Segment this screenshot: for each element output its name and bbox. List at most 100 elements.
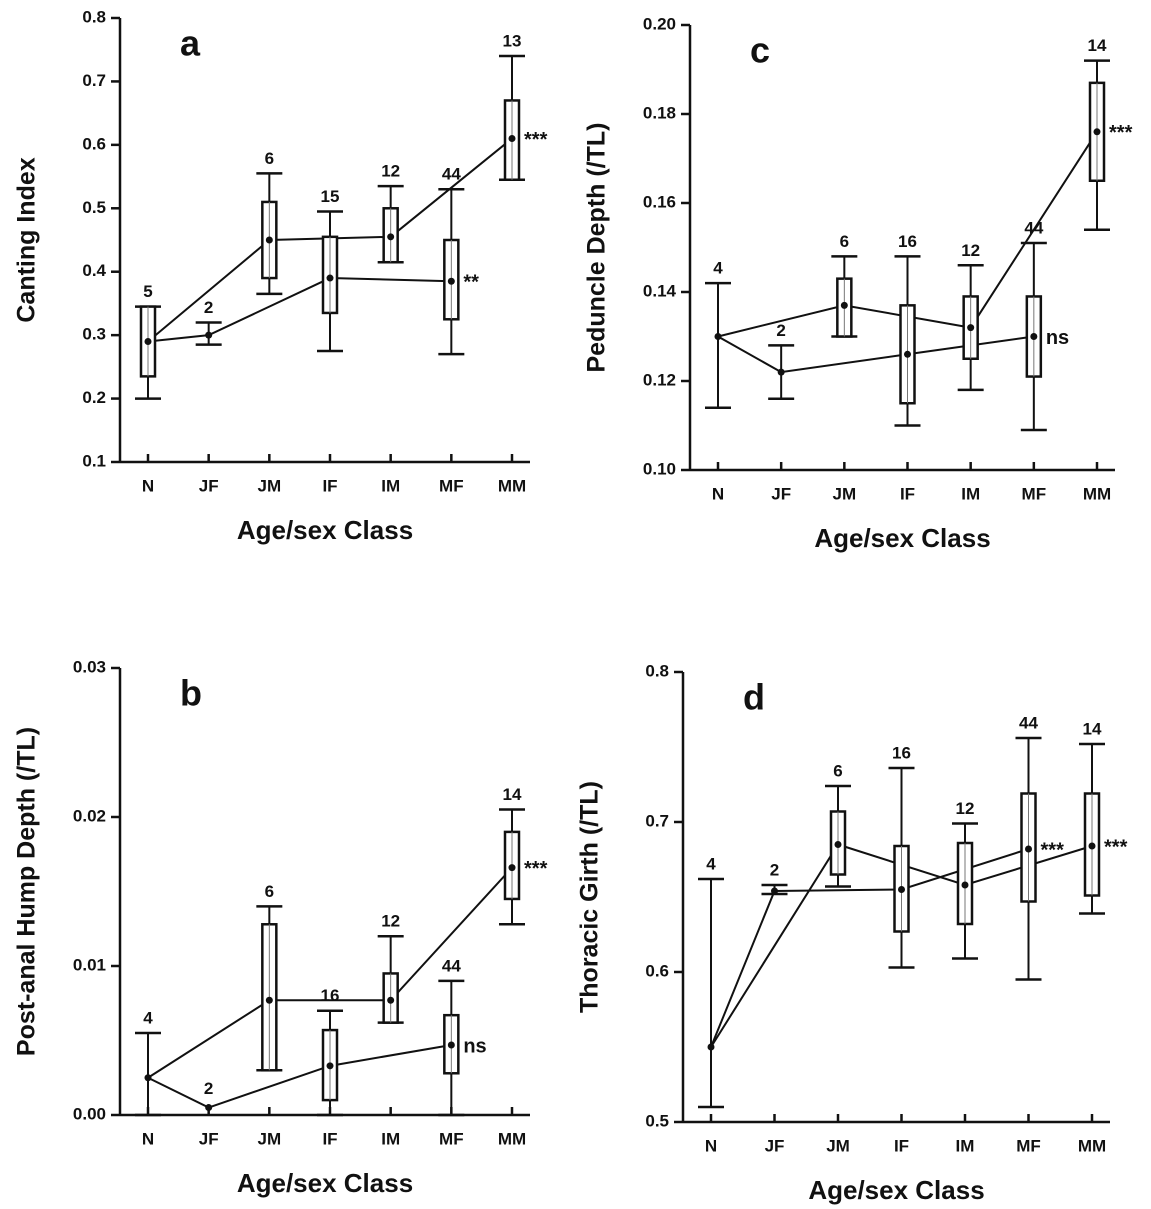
sample-size: 14 — [1088, 36, 1107, 55]
significance: *** — [524, 129, 548, 151]
x-axis-label: Age/sex Class — [814, 523, 990, 553]
y-tick-label: 0.4 — [82, 261, 106, 280]
y-axis-label: Thoracic Girth (/TL) — [576, 781, 604, 1013]
x-tick-label: MF — [439, 476, 464, 495]
panel: 0.1 0.2 0.3 0.4 0.5 0.6 0.7 0.8 a Canting Index Ag… — [13, 7, 548, 544]
mean — [834, 841, 842, 848]
x-tick-label: MM — [1083, 484, 1111, 503]
mean-line — [147, 866, 513, 1079]
mean — [777, 368, 785, 376]
mean — [707, 1043, 715, 1051]
mean — [265, 236, 273, 244]
x-tick-label: IM — [956, 1136, 975, 1155]
y-tick-label: 0.01 — [73, 955, 106, 974]
sample-size: 4 — [706, 854, 716, 873]
x-tick-label: IM — [381, 476, 400, 495]
x-tick-label: MF — [1022, 484, 1047, 503]
mean — [1088, 842, 1096, 850]
sample-size: 12 — [381, 162, 400, 181]
sample-size: 44 — [442, 165, 461, 184]
y-tick-label: 0.7 — [645, 811, 669, 830]
panel-letter: b — [180, 673, 202, 714]
sample-size: 4 — [143, 1009, 153, 1028]
y-tick-label: 0.2 — [82, 388, 106, 407]
y-tick-label: 0.1 — [82, 451, 106, 470]
sample-size: 14 — [1083, 719, 1102, 738]
sample-size: 6 — [265, 882, 274, 901]
sample-size: 2 — [204, 298, 213, 317]
y-axis-label: Peduncle Depth (/TL) — [583, 123, 611, 373]
y-tick-label: 0.5 — [645, 1111, 669, 1130]
mean — [1093, 128, 1101, 136]
mean — [508, 135, 516, 143]
x-tick-label: JF — [199, 476, 219, 495]
mean — [447, 1041, 455, 1049]
sample-size: 2 — [204, 1079, 213, 1098]
sample-size: 16 — [321, 986, 340, 1005]
x-tick-label: N — [142, 1129, 154, 1148]
x-axis-label: Age/sex Class — [237, 515, 413, 545]
y-tick-label: 0.3 — [82, 325, 106, 344]
y-tick-label: 0.14 — [643, 281, 677, 300]
mean — [771, 887, 778, 895]
y-tick-label: 0.16 — [643, 192, 676, 211]
sample-size: 5 — [143, 282, 152, 301]
sample-size: 12 — [961, 241, 980, 260]
x-tick-label: MF — [1016, 1136, 1041, 1155]
sample-size: 4 — [713, 259, 723, 278]
x-tick-label: JM — [833, 484, 857, 503]
significance: *** — [1041, 839, 1065, 861]
sample-size: 44 — [1019, 713, 1038, 732]
x-tick-label: JF — [771, 484, 791, 503]
mean — [205, 331, 213, 339]
significance: ** — [463, 272, 479, 294]
mean — [898, 886, 905, 893]
x-tick-label: MM — [498, 476, 526, 495]
mean — [1030, 333, 1038, 340]
mean — [326, 274, 334, 282]
x-tick-label: IM — [381, 1129, 400, 1148]
mean — [508, 864, 516, 872]
sample-size: 15 — [321, 187, 340, 206]
mean — [967, 324, 975, 332]
mean-line — [147, 1043, 452, 1109]
mean — [387, 996, 395, 1004]
mean-line — [147, 277, 452, 343]
y-tick-label: 0.12 — [643, 370, 676, 389]
panel-letter: c — [750, 30, 770, 71]
mean-line — [710, 848, 1029, 1048]
x-tick-label: MF — [439, 1129, 464, 1148]
mean — [205, 1104, 213, 1112]
y-tick-label: 0.10 — [643, 459, 676, 478]
y-tick-label: 0.7 — [82, 71, 106, 90]
x-tick-label: N — [712, 484, 724, 503]
y-tick-label: 0.5 — [82, 198, 106, 217]
x-tick-label: JM — [258, 476, 282, 495]
x-tick-label: IF — [900, 484, 915, 503]
y-tick-label: 0.03 — [73, 657, 106, 676]
x-axis-label: Age/sex Class — [237, 1168, 413, 1198]
y-tick-label: 0.8 — [82, 7, 106, 26]
x-tick-label: IF — [894, 1136, 909, 1155]
x-tick-label: JM — [258, 1129, 282, 1148]
mean — [840, 301, 848, 309]
significance: *** — [524, 858, 548, 880]
x-tick-label: MM — [498, 1129, 526, 1148]
mean — [265, 996, 273, 1004]
mean — [961, 881, 969, 889]
y-tick-label: 0.18 — [643, 103, 676, 122]
x-tick-label: N — [705, 1136, 717, 1155]
sample-size: 14 — [503, 785, 522, 804]
y-tick-label: 0.00 — [73, 1104, 106, 1123]
significance: *** — [1109, 122, 1133, 144]
significance: ns — [1046, 327, 1069, 349]
x-axis-label: Age/sex Class — [808, 1175, 984, 1205]
mean — [904, 350, 911, 358]
y-tick-label: 0.6 — [645, 961, 669, 980]
panel: 0.00 0.01 0.02 0.03 b Post-anal Hump Depth (/… — [13, 657, 548, 1197]
y-axis-label: Post-anal Hump Depth (/TL) — [13, 727, 41, 1056]
mean — [387, 233, 395, 241]
sample-size: 6 — [833, 761, 842, 780]
x-tick-label: JF — [765, 1136, 785, 1155]
mean — [447, 277, 455, 285]
